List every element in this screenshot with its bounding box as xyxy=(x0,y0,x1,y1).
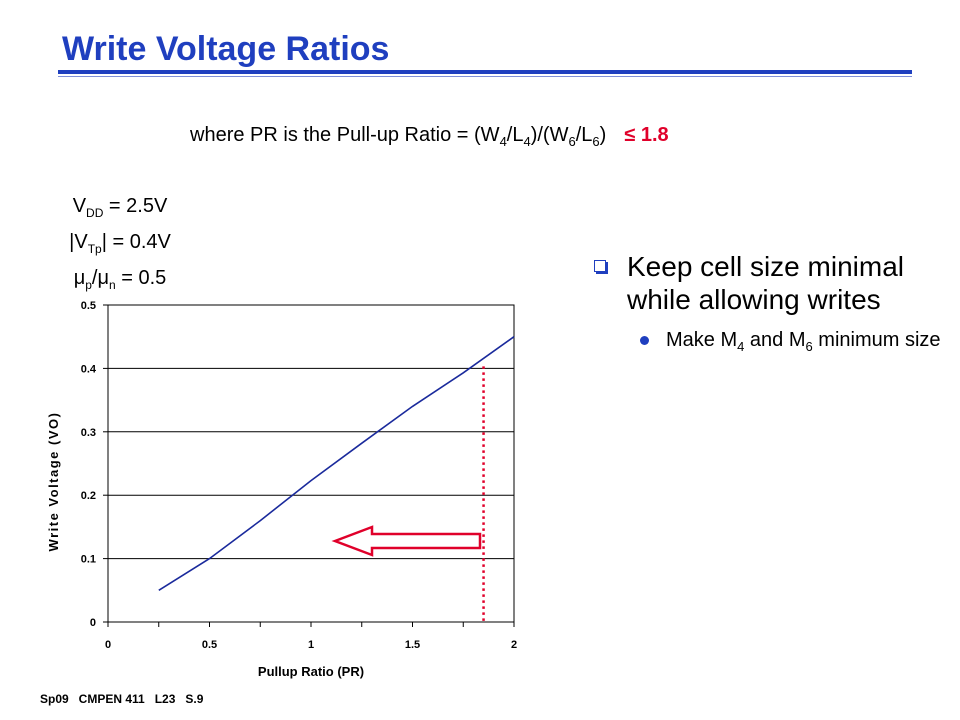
title-underline-shadow xyxy=(58,76,912,77)
y-tick-label-0.4: 0.4 xyxy=(81,363,97,375)
x-tick-label-1.5: 1.5 xyxy=(405,639,420,651)
y-tick-label-0.5: 0.5 xyxy=(81,300,96,312)
round-bullet-icon xyxy=(640,336,649,345)
y-tick-label-0.2: 0.2 xyxy=(81,490,96,502)
square-bullet-icon xyxy=(594,260,606,272)
slide-footer: Sp09 CMPEN 411 L23 S.9 xyxy=(40,692,204,706)
write-voltage-curve xyxy=(158,336,515,591)
x-tick-label-1: 1 xyxy=(308,639,314,651)
vtp-param: |VTp| = 0.4V xyxy=(69,231,171,256)
chart-grid xyxy=(108,367,514,560)
title-underline xyxy=(58,70,912,74)
y-tick-label-0.3: 0.3 xyxy=(81,427,96,439)
pr-bound: ≤ 1.8 xyxy=(624,124,669,146)
x-tick-label-2: 2 xyxy=(511,639,517,651)
y-axis-label: Write Voltage (VO) xyxy=(46,412,61,552)
y-tick-label-0.1: 0.1 xyxy=(81,554,96,566)
tick-labels: 0 0.1 0.2 0.3 0.4 0.5 0 0.5 1 1.5 2 xyxy=(81,300,517,651)
x-axis-label: Pullup Ratio (PR) xyxy=(258,664,364,679)
x-tick-label-0: 0 xyxy=(105,639,111,651)
mobility-ratio-param: μp/μn = 0.5 xyxy=(73,267,167,292)
page-title: Write Voltage Ratios xyxy=(62,30,390,68)
vdd-param: VDD = 2.5V xyxy=(72,195,168,220)
x-tick-label-0.5: 0.5 xyxy=(202,639,217,651)
device-parameters: VDD = 2.5V |VTp| = 0.4V μp/μn = 0.5 xyxy=(40,192,200,300)
plot-frame xyxy=(107,304,515,623)
pullup-ratio-definition: where PR is the Pull-up Ratio = (W4/L4)/… xyxy=(190,124,669,149)
bullet-main: Keep cell size minimal while allowing wr… xyxy=(594,250,954,316)
left-arrow-icon xyxy=(331,525,482,557)
y-tick-label-0: 0 xyxy=(90,617,96,629)
bullet-sub: Make M4 and M6 minimum size xyxy=(594,330,954,357)
axis-ticks xyxy=(103,304,515,627)
bullet-list: Keep cell size minimal while allowing wr… xyxy=(594,250,954,357)
